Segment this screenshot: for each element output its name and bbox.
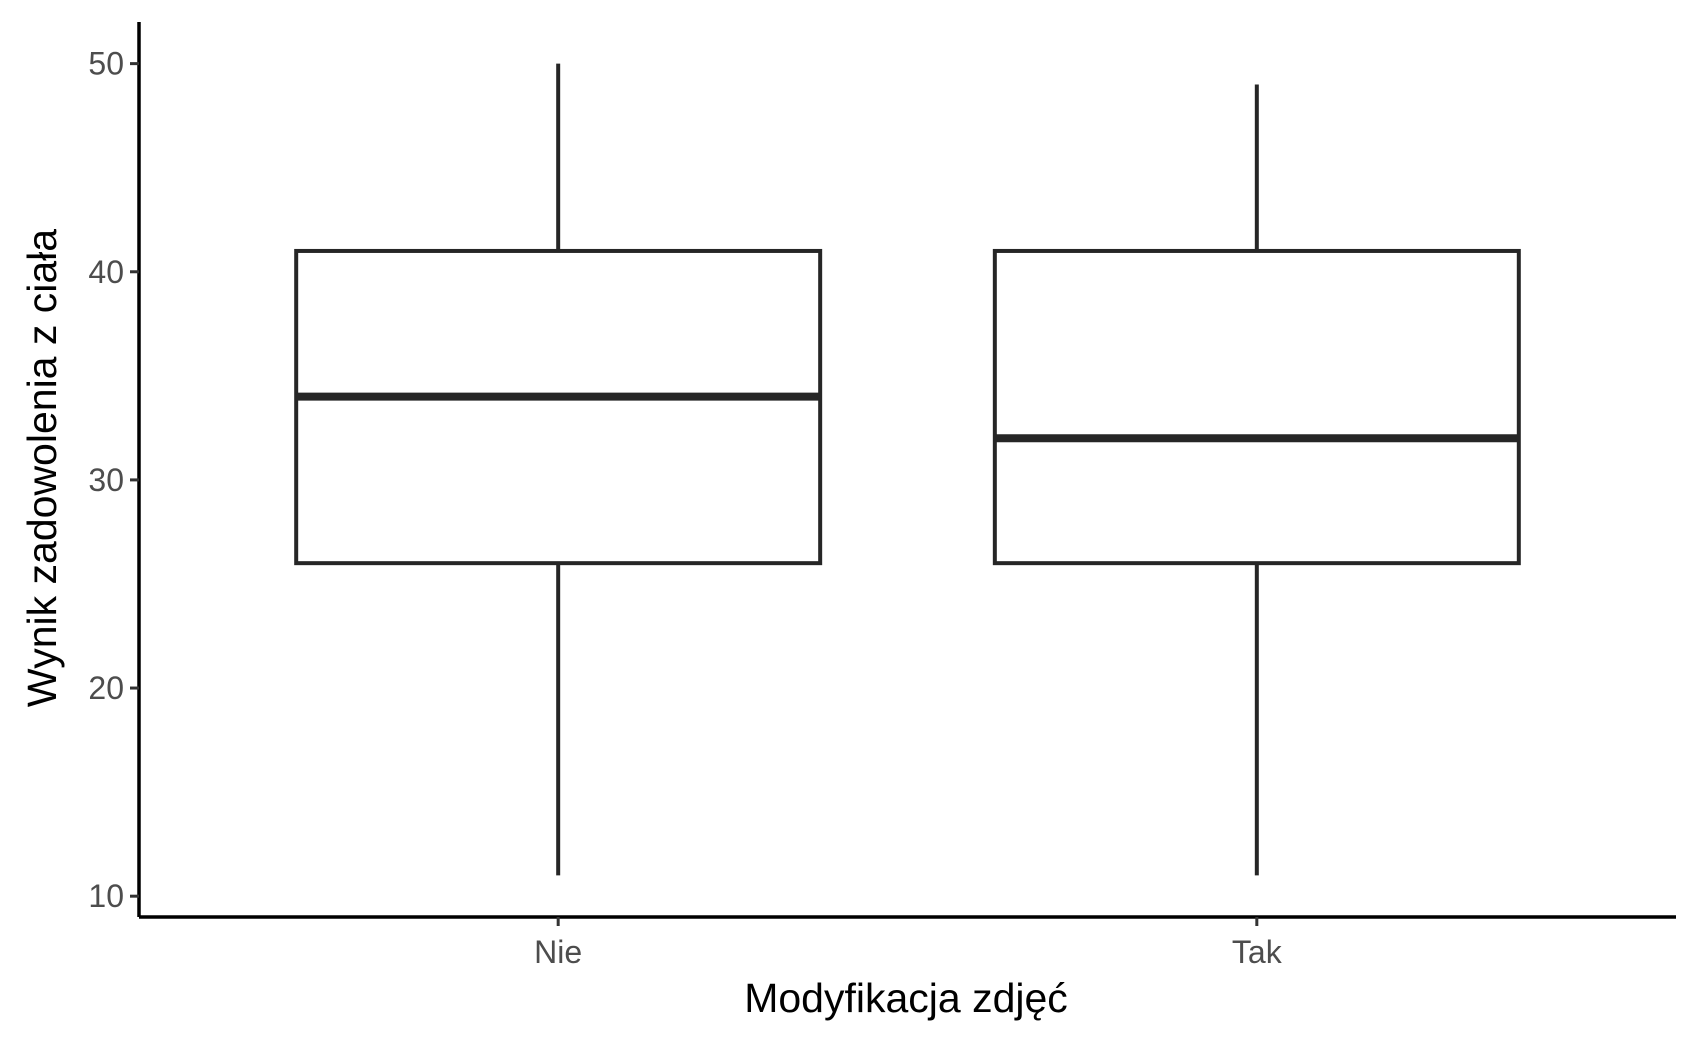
iqr-box-tak bbox=[992, 248, 1521, 566]
x-tick-label: Nie bbox=[534, 934, 582, 970]
y-tick-label: 40 bbox=[88, 254, 124, 290]
iqr-box-nie bbox=[294, 248, 823, 566]
box-tak bbox=[992, 84, 1521, 876]
y-tick-label: 10 bbox=[88, 878, 124, 914]
y-axis: 10 20 30 40 50 bbox=[88, 22, 141, 917]
y-axis-title: Wynik zadowolenia z ciała bbox=[19, 229, 65, 707]
x-axis-title: Modyfikacja zdjęć bbox=[744, 975, 1068, 1021]
boxes-layer bbox=[294, 63, 1521, 876]
y-tick-label: 30 bbox=[88, 462, 124, 498]
box-nie bbox=[294, 63, 823, 876]
y-tick-label: 20 bbox=[88, 670, 124, 706]
y-tick-label: 50 bbox=[88, 46, 124, 82]
x-tick-label: Tak bbox=[1232, 934, 1283, 970]
x-axis: Nie Tak bbox=[139, 915, 1676, 970]
